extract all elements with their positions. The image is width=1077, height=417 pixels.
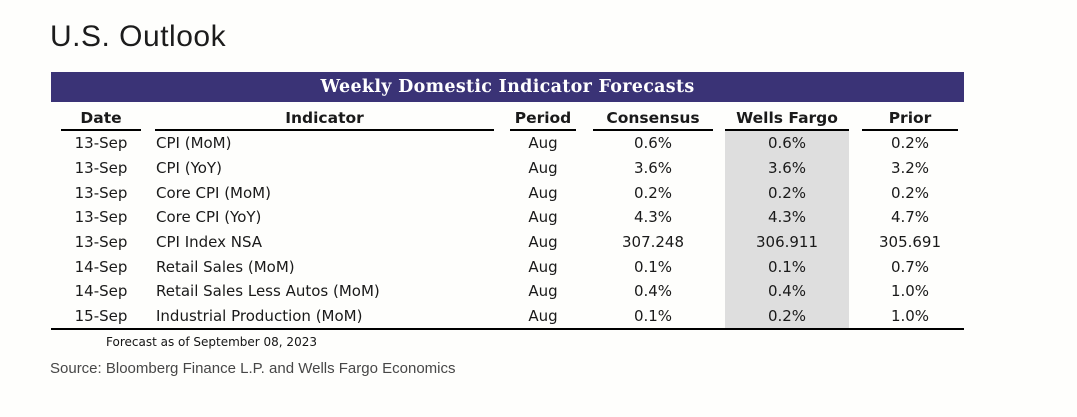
- table-row: 15-Sep Industrial Production (MoM) Aug 0…: [51, 303, 964, 330]
- cell-period: Aug: [528, 134, 558, 153]
- cell-period: Aug: [528, 282, 558, 301]
- cell-date: 14-Sep: [74, 282, 128, 301]
- cell-wells-fargo: 0.4%: [718, 279, 856, 304]
- cell-prior: 0.7%: [890, 257, 930, 276]
- page-title: U.S. Outlook: [50, 20, 227, 53]
- cell-prior: 305.691: [878, 233, 942, 252]
- cell-consensus: 0.2%: [633, 183, 673, 202]
- cell-consensus: 4.3%: [633, 208, 673, 227]
- cell-date: 13-Sep: [74, 208, 128, 227]
- column-header-indicator: Indicator: [151, 109, 498, 131]
- cell-consensus: 0.4%: [633, 282, 673, 301]
- cell-indicator: CPI (MoM): [156, 134, 232, 153]
- cell-indicator: Retail Sales (MoM): [156, 257, 295, 276]
- cell-indicator: Core CPI (MoM): [156, 183, 271, 202]
- cell-wells-fargo: 4.3%: [718, 205, 856, 230]
- cell-indicator: Core CPI (YoY): [156, 208, 262, 227]
- table-row: 13-Sep CPI (MoM) Aug 0.6% 0.6% 0.2%: [51, 131, 964, 156]
- table-row: 14-Sep Retail Sales Less Autos (MoM) Aug…: [51, 279, 964, 304]
- cell-period: Aug: [528, 208, 558, 227]
- table-header: Date Indicator Period Consensus Wells Fa…: [51, 109, 964, 131]
- column-header-wells-fargo: Wells Fargo: [718, 109, 856, 131]
- cell-consensus: 307.248: [621, 233, 685, 252]
- column-header-period: Period: [498, 109, 588, 131]
- cell-wells-fargo: 0.2%: [718, 180, 856, 206]
- cell-date: 13-Sep: [74, 183, 128, 202]
- table-banner: Weekly Domestic Indicator Forecasts: [51, 72, 964, 102]
- cell-consensus: 0.6%: [633, 134, 673, 153]
- cell-consensus: 0.1%: [588, 303, 718, 330]
- cell-consensus: 3.6%: [633, 159, 673, 178]
- cell-period: Aug: [528, 159, 558, 178]
- cell-date: 13-Sep: [74, 233, 128, 252]
- forecast-as-of-note: Forecast as of September 08, 2023: [106, 334, 317, 349]
- cell-wells-fargo: 306.911: [718, 229, 856, 255]
- cell-prior: 1.0%: [890, 282, 930, 301]
- table-row: 13-Sep CPI (YoY) Aug 3.6% 3.6% 3.2%: [51, 155, 964, 181]
- table-row: 13-Sep Core CPI (MoM) Aug 0.2% 0.2% 0.2%: [51, 180, 964, 206]
- cell-prior: 1.0%: [856, 303, 964, 330]
- forecast-table: Date Indicator Period Consensus Wells Fa…: [51, 109, 964, 330]
- forecast-report: Weekly Domestic Indicator Forecasts Date…: [51, 72, 964, 349]
- cell-wells-fargo: 0.2%: [718, 303, 856, 330]
- column-header-consensus: Consensus: [588, 109, 718, 131]
- cell-indicator: CPI (YoY): [156, 159, 222, 178]
- cell-prior: 0.2%: [890, 134, 930, 153]
- column-header-date: Date: [51, 109, 151, 131]
- cell-period: Aug: [528, 233, 558, 252]
- cell-period: Aug: [498, 303, 588, 330]
- cell-consensus: 0.1%: [633, 257, 673, 276]
- cell-wells-fargo: 0.1%: [718, 254, 856, 280]
- cell-wells-fargo: 0.6%: [718, 131, 856, 156]
- table-body: 13-Sep CPI (MoM) Aug 0.6% 0.6% 0.2% 13-S…: [51, 131, 964, 330]
- cell-date: 14-Sep: [74, 257, 128, 276]
- cell-prior: 4.7%: [890, 208, 930, 227]
- cell-indicator: Industrial Production (MoM): [151, 303, 498, 330]
- cell-prior: 0.2%: [890, 183, 930, 202]
- cell-date: 15-Sep: [51, 303, 151, 330]
- cell-indicator: Retail Sales Less Autos (MoM): [156, 282, 380, 301]
- cell-date: 13-Sep: [74, 159, 128, 178]
- report-page: U.S. Outlook Weekly Domestic Indicator F…: [50, 20, 964, 377]
- cell-indicator: CPI Index NSA: [156, 233, 263, 252]
- table-row: 13-Sep Core CPI (YoY) Aug 4.3% 4.3% 4.7%: [51, 205, 964, 230]
- table-row: 14-Sep Retail Sales (MoM) Aug 0.1% 0.1% …: [51, 254, 964, 280]
- column-header-prior: Prior: [856, 109, 964, 131]
- source-attribution: Source: Bloomberg Finance L.P. and Wells…: [50, 359, 456, 377]
- cell-period: Aug: [528, 257, 558, 276]
- cell-prior: 3.2%: [890, 159, 930, 178]
- cell-date: 13-Sep: [74, 134, 128, 153]
- table-row: 13-Sep CPI Index NSA Aug 307.248 306.911…: [51, 229, 964, 255]
- cell-wells-fargo: 3.6%: [718, 155, 856, 181]
- cell-period: Aug: [528, 183, 558, 202]
